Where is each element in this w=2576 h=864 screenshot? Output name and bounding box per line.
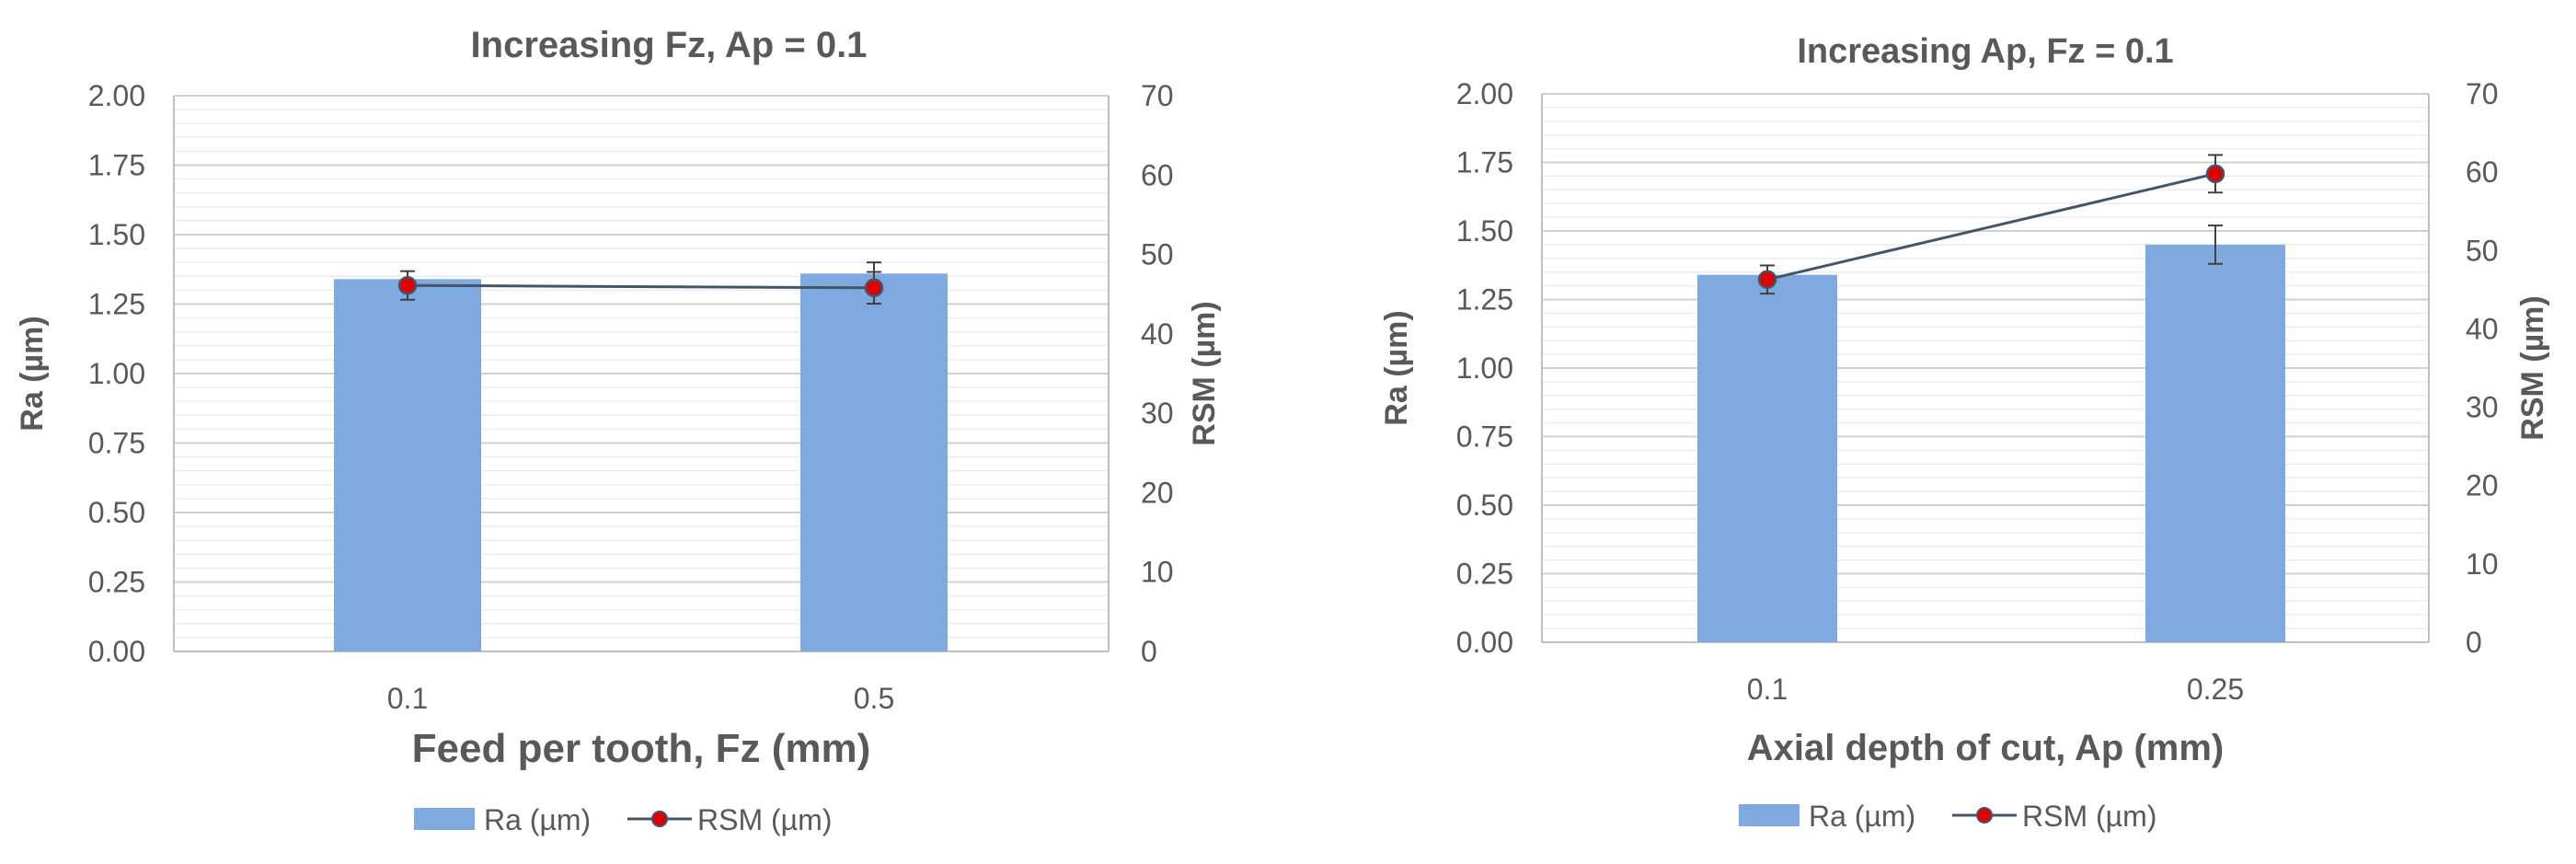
legend-label-rsm: RSM (µm)	[697, 803, 832, 836]
y2-tick-label: 30	[2466, 391, 2499, 424]
legend-marker-rsm	[1976, 807, 1993, 824]
y2-tick-label: 40	[2466, 312, 2499, 345]
chart-title: Increasing Ap, Fz = 0.1	[1797, 32, 2173, 71]
y-tick-label: 1.50	[1456, 214, 1513, 248]
y-tick-label: 1.75	[1456, 146, 1513, 179]
x-tick-label: 0.25	[2187, 673, 2244, 706]
y2-tick-label: 40	[1141, 317, 1174, 351]
y-tick-label: 0.75	[1456, 420, 1513, 454]
y-tick-label: 0.50	[88, 496, 145, 529]
y-tick-label: 0.00	[1456, 626, 1513, 659]
legend-marker-rsm	[651, 811, 668, 827]
y-tick-label: 1.50	[88, 218, 145, 251]
y2-tick-label: 10	[1141, 556, 1174, 589]
y-tick-label: 1.25	[1456, 283, 1513, 317]
y-axis-label: Ra (µm)	[1379, 310, 1414, 425]
legend-label-ra: Ra (µm)	[1809, 800, 1915, 833]
y2-tick-label: 70	[1141, 79, 1174, 112]
bar-ra	[1697, 274, 1837, 642]
chart-increasing-fz: 0.00 0.25 0.50 0.75 1.00 1.25 1.50 1.75 2.00 0 10 2…	[15, 25, 1222, 836]
rsm-point	[397, 275, 418, 295]
chart-increasing-ap: 0.00 0.25 0.50 0.75 1.00 1.25 1.50 1.75 2.00 0 10 2…	[1379, 32, 2550, 833]
y2-tick-label: 20	[1141, 476, 1174, 509]
y-tick-label: 1.75	[88, 149, 145, 182]
y-tick-label: 2.00	[1456, 77, 1513, 110]
y-tick-label: 0.25	[1456, 558, 1513, 591]
y2-tick-label: 50	[1141, 238, 1174, 271]
x-tick-label: 0.1	[1747, 673, 1788, 706]
y-tick-label: 1.00	[88, 357, 145, 390]
y2-axis-label: RSM (µm)	[1187, 301, 1222, 445]
rsm-series-line	[407, 283, 875, 290]
bar-ra	[2145, 244, 2285, 642]
y-tick-label: 1.25	[88, 288, 145, 321]
y2-tick-label: 50	[2466, 234, 2499, 267]
y2-tick-label: 0	[1141, 635, 1157, 668]
x-axis-label: Axial depth of cut, Ap (mm)	[1747, 728, 2225, 768]
y-tick-label: 0.25	[88, 566, 145, 599]
y-tick-label: 0.00	[88, 635, 145, 668]
y-tick-label: 0.50	[1456, 489, 1513, 522]
legend-label-rsm: RSM (µm)	[2022, 800, 2156, 833]
legend-swatch-ra	[414, 808, 475, 830]
y2-tick-label: 60	[1141, 158, 1174, 191]
x-axis-label: Feed per tooth, Fz (mm)	[412, 726, 871, 771]
y2-tick-label: 70	[2466, 77, 2499, 110]
bar-ra	[334, 279, 481, 651]
rsm-point	[1757, 270, 1777, 290]
y2-tick-label: 60	[2466, 156, 2499, 189]
y-tick-label: 0.75	[88, 427, 145, 460]
y2-tick-label: 10	[2466, 547, 2499, 581]
x-tick-label: 0.1	[387, 682, 428, 715]
legend-label-ra: Ra (µm)	[484, 803, 591, 836]
chart-title: Increasing Fz, Ap = 0.1	[471, 25, 868, 65]
bar-ra	[800, 273, 948, 651]
y2-tick-label: 30	[1141, 397, 1174, 430]
x-tick-label: 0.5	[854, 682, 894, 715]
y-tick-label: 1.00	[1456, 351, 1513, 385]
y-tick-label: 2.00	[88, 79, 145, 112]
y2-tick-label: 20	[2466, 469, 2499, 502]
y2-axis-label: RSM (µm)	[2515, 295, 2550, 440]
legend-swatch-ra	[1739, 804, 1800, 826]
rsm-series-line	[1766, 172, 2216, 282]
rsm-point	[2205, 164, 2225, 184]
rsm-point	[864, 278, 884, 298]
y-axis-label: Ra (µm)	[15, 316, 50, 431]
y2-tick-label: 0	[2466, 626, 2482, 659]
